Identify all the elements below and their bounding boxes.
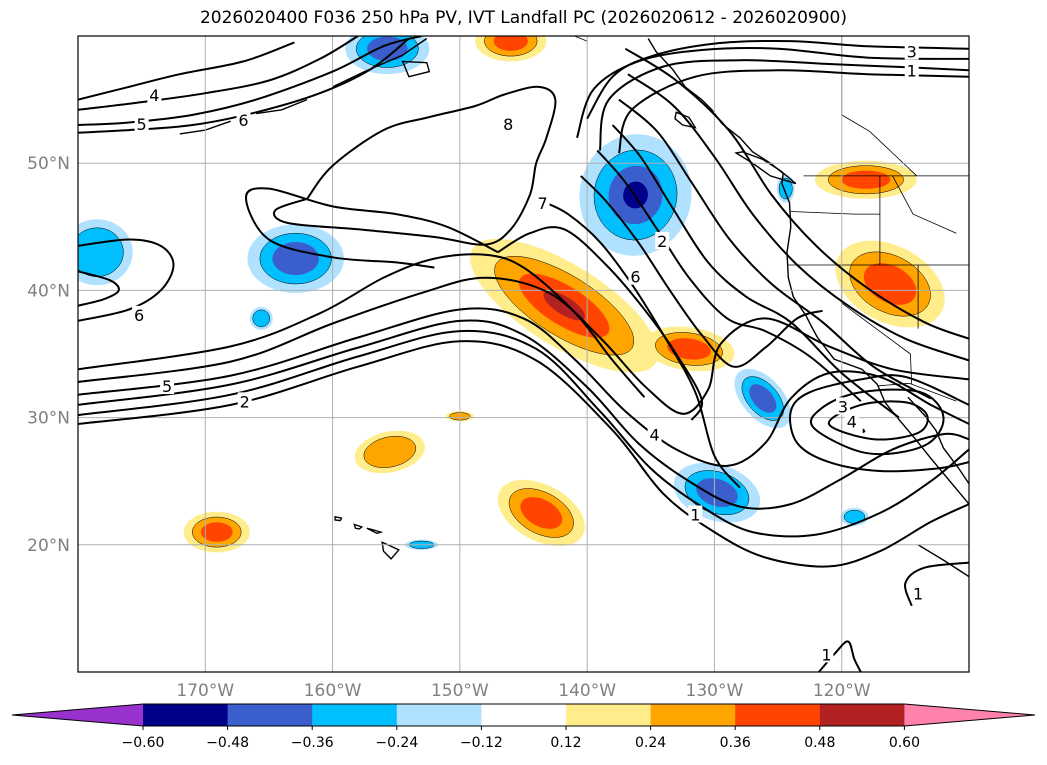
colorbar-segment (566, 704, 651, 726)
lon-tick-label: 120°W (813, 681, 871, 701)
lat-tick-label: 50°N (27, 154, 70, 174)
lat-tick-label: 40°N (27, 281, 70, 301)
colorbar-tick-label: −0.24 (375, 735, 418, 751)
contour-label: 4 (650, 425, 660, 444)
colorbar-tick-label: 0.60 (889, 735, 920, 751)
contour-label: 4 (847, 413, 857, 432)
colorbar-tick-label: −0.48 (206, 735, 249, 751)
contour-label: 8 (503, 115, 513, 134)
pos-blob-sw (184, 512, 250, 553)
colorbar-segment (651, 704, 736, 726)
pos-blob-idaho-level-2 (842, 171, 891, 189)
lat-tick-label: 20°N (27, 536, 70, 556)
contour-label: 1 (690, 506, 700, 525)
contour-label: 6 (134, 306, 144, 325)
lon-tick-label: 130°W (686, 681, 744, 701)
neg-blob-small1 (250, 307, 273, 330)
colorbar-tick-label: 0.48 (804, 735, 835, 751)
contour-label: 2 (657, 232, 667, 251)
lon-tick-label: 170°W (176, 681, 234, 701)
contour-label: 5 (162, 377, 172, 396)
colorbar-tick-label: −0.12 (460, 735, 503, 751)
colorbar-tick-label: −0.36 (291, 735, 334, 751)
lon-tick-label: 150°W (431, 681, 489, 701)
contour-label: 6 (630, 268, 640, 287)
lon-tick-label: 160°W (304, 681, 362, 701)
colorbar-segment (397, 704, 482, 726)
neg-blob-dateline-level-2 (272, 242, 319, 275)
colorbar-tick-label: −0.60 (122, 735, 165, 751)
neg-blob-aleutian (345, 23, 429, 74)
colorbar-extend-max (904, 704, 1035, 726)
colorbar-segment (735, 704, 820, 726)
neg-blob-small1-level-1 (253, 310, 270, 327)
colorbar-segment (312, 704, 397, 726)
contour-label: 1 (907, 62, 917, 81)
neg-blob-west-edge-level-1 (71, 228, 124, 277)
colorbar-segment (228, 704, 313, 726)
contour-label: 6 (238, 111, 248, 130)
contour-label: 7 (537, 194, 547, 213)
contour-label: 1 (821, 645, 831, 664)
colorbar: −0.60 −0.48 −0.36 −0.24 −0.12 0.12 0.24 0.36 0.4… (12, 704, 1035, 751)
contour-label: 4 (149, 86, 159, 105)
colorbar-segment (481, 704, 566, 726)
lon-tick-label: 140°W (558, 681, 616, 701)
lat-tick-label: 30°N (27, 409, 70, 429)
figure: 1345 6 8726652434111 170°W 160°W 150°W 140°W 1… (0, 0, 1047, 765)
colorbar-segment (820, 704, 905, 726)
contour-label: 2 (240, 392, 250, 411)
colorbar-tick-label: 0.12 (550, 735, 581, 751)
colorbar-extend-min (12, 704, 143, 726)
colorbar-segment (143, 704, 228, 726)
contour-label: 1 (913, 584, 923, 603)
pos-blob-north-level-2 (494, 31, 528, 51)
pos-blob-north (475, 21, 546, 62)
colorbar-tick-label: 0.36 (720, 735, 751, 751)
contour-label: 3 (907, 43, 917, 62)
contour-label: 5 (137, 115, 147, 134)
colorbar-tick-label: 0.24 (635, 735, 666, 751)
